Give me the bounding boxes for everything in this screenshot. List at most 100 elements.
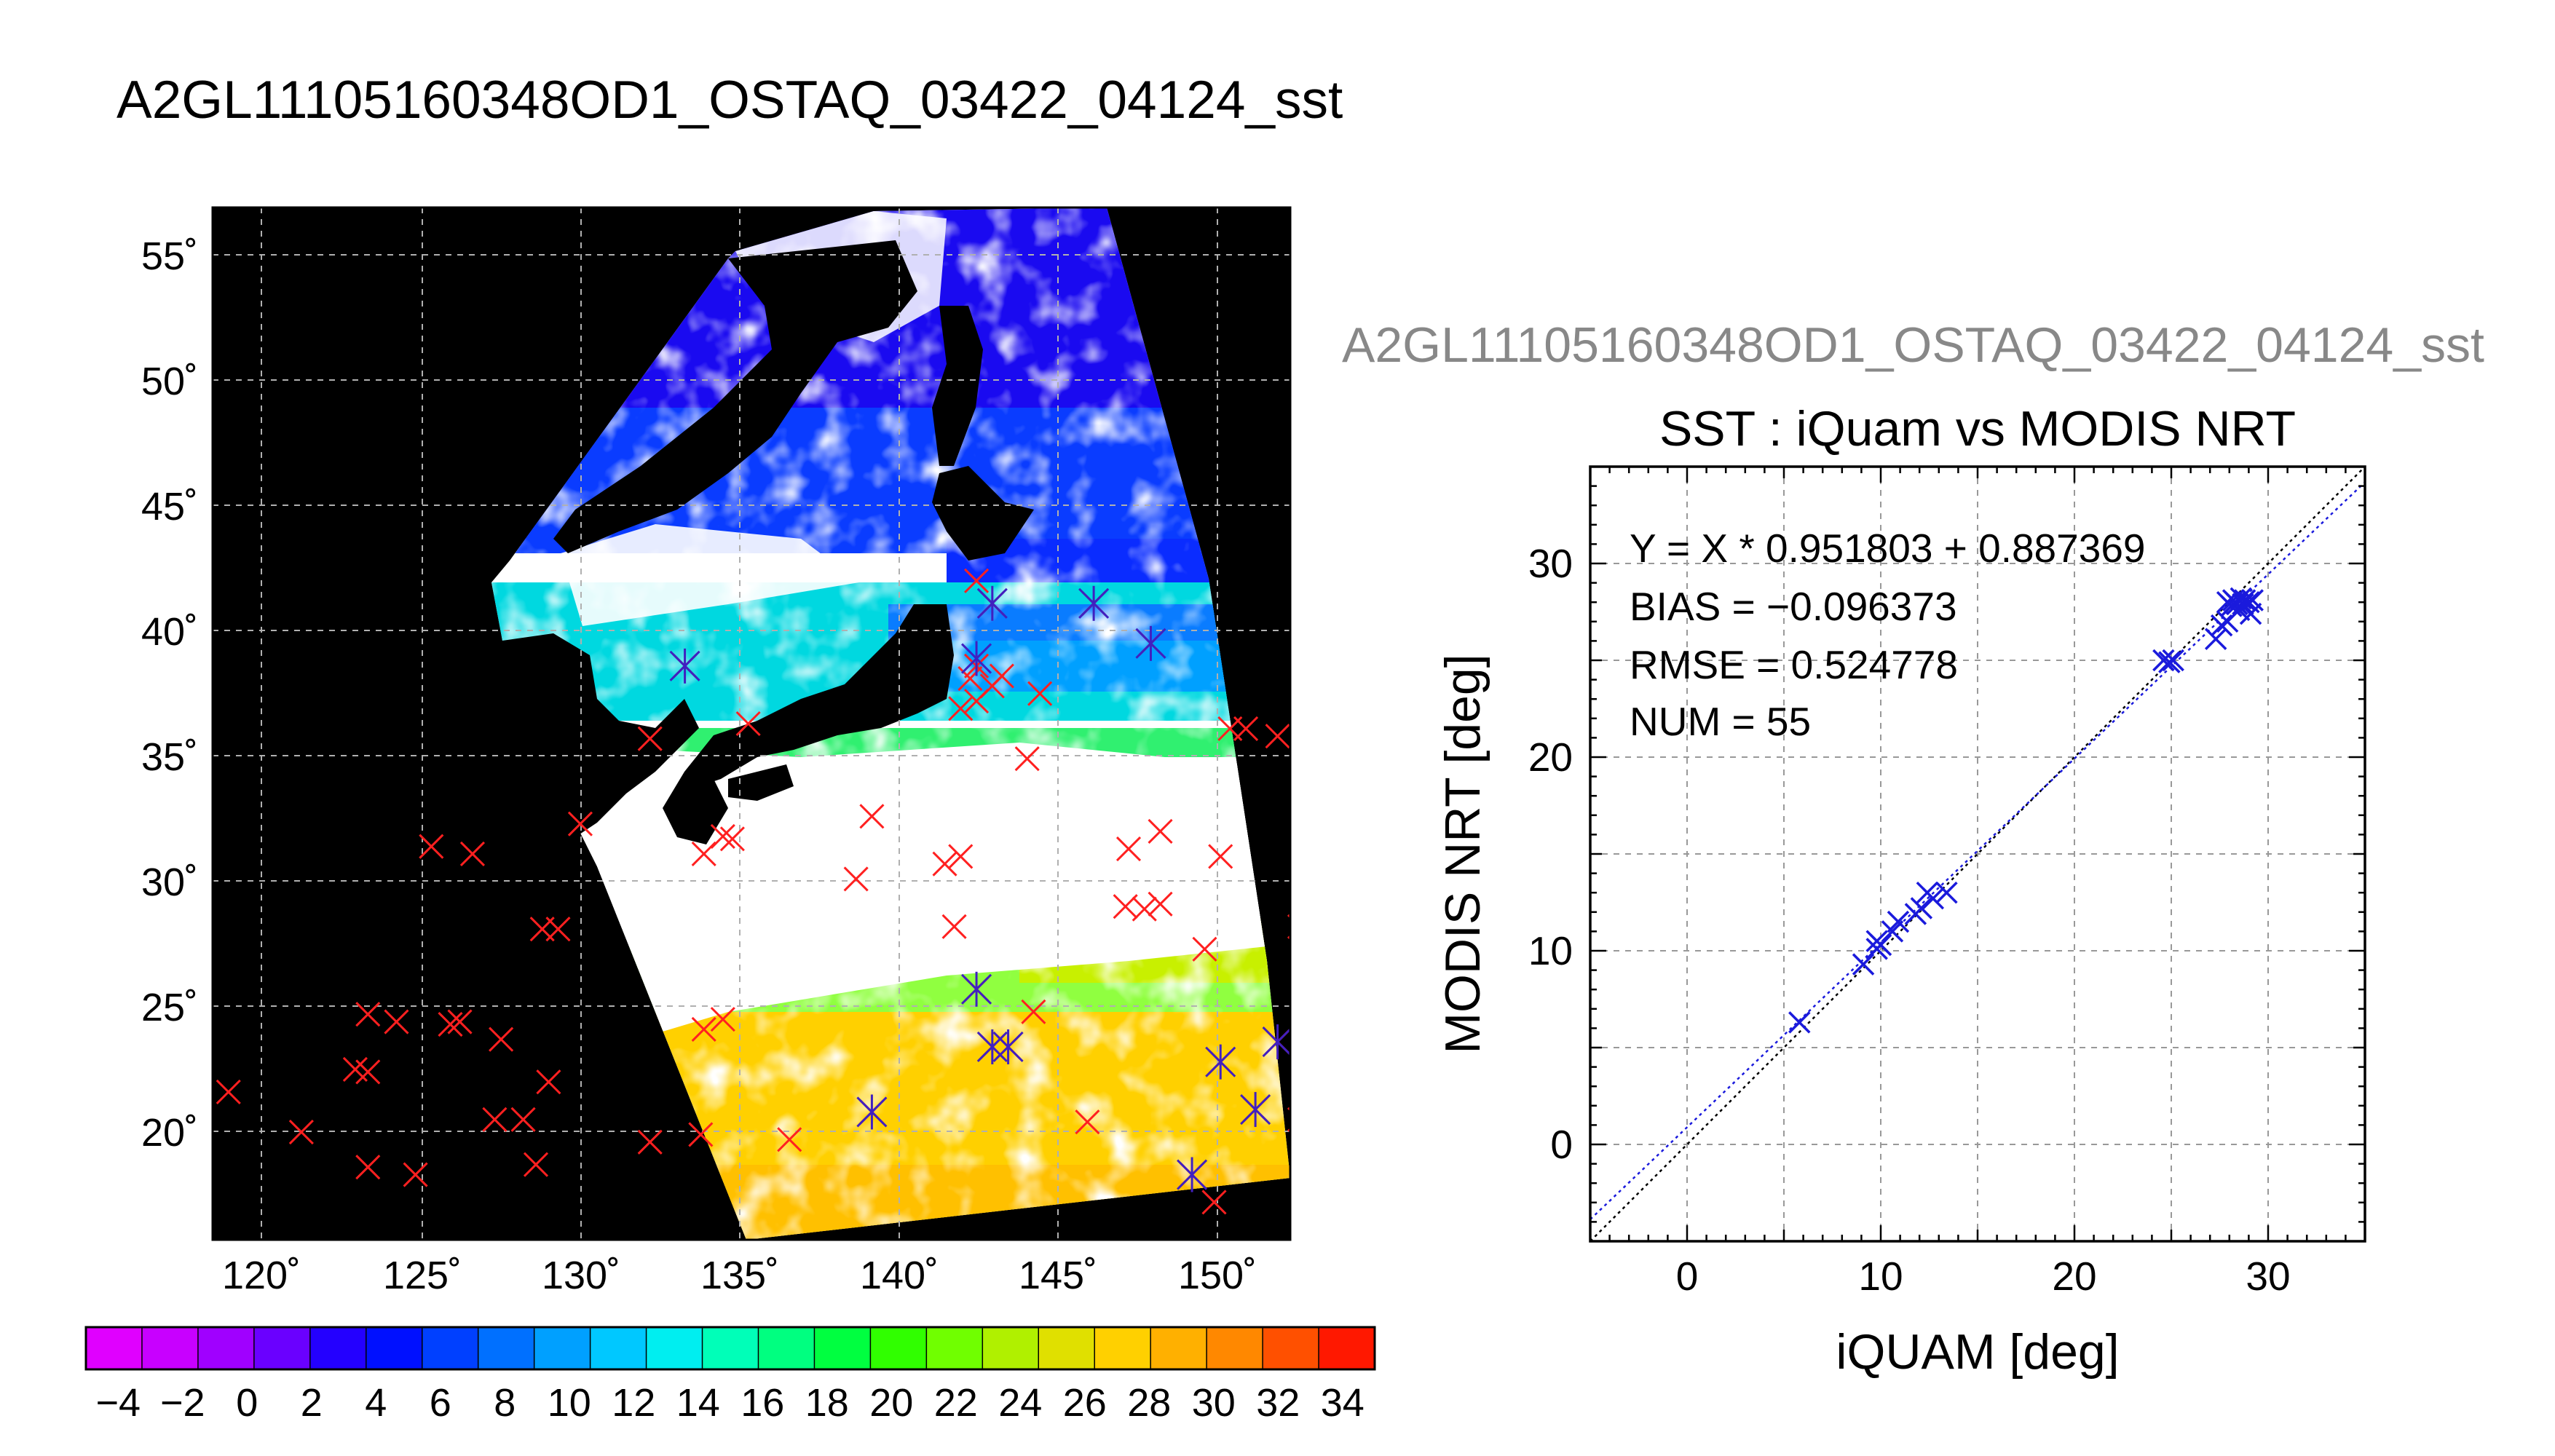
map-lat-labels: 55˚ 50˚ 45˚ 40˚ 35˚ 30˚ 25˚ 20˚: [141, 234, 198, 1155]
lat-tick-label: 40˚: [141, 610, 198, 654]
colorbar-tick-label: 2: [301, 1381, 323, 1425]
colorbar-frame: [84, 1326, 1376, 1371]
match-marker: [1148, 891, 1173, 917]
colorbar-cell: [926, 1327, 983, 1369]
colorbar-cell: [86, 1327, 143, 1369]
colorbar-cell: [814, 1327, 871, 1369]
bias-stat: BIAS = −0.096373: [1630, 584, 1957, 629]
colorbar-cell: [646, 1327, 703, 1369]
colorbar-tick-label: 16: [741, 1381, 784, 1425]
overlay-marker: [960, 971, 992, 1007]
page-title: A2GL11105160348OD1_OSTAQ_03422_04124_sst: [117, 71, 1343, 130]
match-marker: [1115, 836, 1142, 862]
match-marker: [710, 1007, 735, 1032]
scatter-ghost-title: A2GL11105160348OD1_OSTAQ_03422_04124_sst: [1342, 317, 2484, 373]
match-marker: [948, 696, 974, 721]
overlay-marker: [1205, 1044, 1236, 1080]
colorbar-tick-label: 12: [612, 1381, 655, 1425]
lat-tick-label: 30˚: [141, 860, 198, 904]
overlay-marker: [960, 641, 992, 676]
colorbar-tick-label: 14: [676, 1381, 720, 1425]
y-tick-label: 20: [1528, 735, 1573, 780]
match-marker: [1233, 716, 1259, 741]
colorbar-cell: [870, 1327, 927, 1369]
scatter-point: [1881, 920, 1904, 943]
lon-tick-label: 145˚: [1019, 1254, 1097, 1297]
scatter-point: [1887, 910, 1910, 933]
overlay-marker: [1240, 1092, 1271, 1128]
scatter-point: [1788, 1011, 1811, 1034]
match-marker: [1287, 914, 1290, 939]
match-marker: [963, 568, 990, 593]
x-tick-label: 10: [1858, 1254, 1903, 1299]
lon-tick-label: 125˚: [383, 1254, 462, 1297]
overlay-marker: [1176, 1157, 1208, 1192]
match-marker: [691, 1016, 716, 1042]
match-marker: [637, 726, 663, 751]
overlay-marker: [992, 1029, 1024, 1064]
colorbar-cell: [702, 1327, 759, 1369]
match-marker: [545, 917, 571, 942]
overlay-marker: [669, 648, 700, 684]
rmse-stat: RMSE = 0.524778: [1630, 642, 1958, 687]
match-marker: [688, 1122, 714, 1147]
scatter-grid: [1590, 467, 2365, 1241]
colorbar-cell: [534, 1327, 591, 1369]
colorbar-cell: [366, 1327, 423, 1369]
land-masses: [502, 240, 1034, 844]
colorbar-tick-label: −4: [95, 1381, 141, 1425]
overlay-marker: [1135, 625, 1166, 661]
scatter-point: [2152, 649, 2175, 672]
match-marker: [1287, 1107, 1290, 1132]
match-marker: [859, 804, 885, 829]
match-marker: [1075, 1109, 1100, 1135]
match-marker: [1132, 896, 1157, 922]
match-marker: [948, 844, 974, 869]
match-marker: [489, 1026, 514, 1052]
x-tick-label: 0: [1676, 1254, 1699, 1299]
colorbar-tick-label: 0: [236, 1381, 258, 1425]
colorbar-labels: −4 −2 0 2 4 6 8 10 12 14 16 18 20 22 24 26 28 30 32 34: [95, 1381, 1364, 1425]
lon-tick-label: 130˚: [542, 1254, 620, 1297]
match-marker: [403, 1162, 428, 1187]
colorbar-cell: [422, 1327, 479, 1369]
overlay-marker: [1078, 585, 1110, 621]
colorbar-tick-label: 8: [494, 1381, 516, 1425]
colorbar-tick-label: 30: [1192, 1381, 1236, 1425]
colorbar: −4 −2 0 2 4 6 8 10 12 14 16 18 20 22 24 26 28 30 32 34: [84, 1326, 1376, 1425]
scatter-point: [1910, 897, 1933, 919]
colorbar-tick-label: 26: [1063, 1381, 1107, 1425]
lat-tick-label: 35˚: [141, 735, 198, 779]
match-marker: [523, 1152, 549, 1177]
scatter-title: SST : iQuam vs MODIS NRT: [1659, 401, 2296, 456]
colorbar-cell: [478, 1327, 535, 1369]
lat-tick-label: 45˚: [141, 485, 198, 529]
colorbar-tick-label: 6: [430, 1381, 451, 1425]
colorbar-cell: [1319, 1327, 1375, 1369]
scatter-point: [1935, 881, 1958, 904]
overlay-marker: [976, 585, 1008, 621]
match-marker: [355, 1059, 381, 1085]
scatter-point: [2158, 651, 2181, 673]
match-marker: [355, 1002, 381, 1027]
match-marker: [932, 851, 957, 877]
scatter-point: [2239, 602, 2262, 625]
scatter-point: [2210, 614, 2233, 637]
lat-tick-label: 55˚: [141, 234, 198, 278]
match-marker: [510, 1107, 536, 1132]
colorbar-tick-label: 34: [1321, 1381, 1365, 1425]
colorbar-cell: [309, 1327, 367, 1369]
match-marker: [1265, 724, 1290, 749]
colorbar-tick-label: 20: [869, 1381, 913, 1425]
scatter-point: [2162, 649, 2184, 672]
colorbar-cell: [197, 1327, 255, 1369]
scatter-point: [1852, 953, 1875, 976]
x-tick-label: 20: [2052, 1254, 2096, 1299]
match-marker: [1021, 999, 1046, 1024]
stats-box: Y = X * 0.951803 + 0.887369 BIAS = −0.09…: [1630, 526, 2146, 744]
colorbar-tick-label: 32: [1256, 1381, 1300, 1425]
colorbar-cell: [590, 1327, 647, 1369]
match-marker: [710, 823, 735, 849]
match-marker: [216, 1079, 241, 1104]
